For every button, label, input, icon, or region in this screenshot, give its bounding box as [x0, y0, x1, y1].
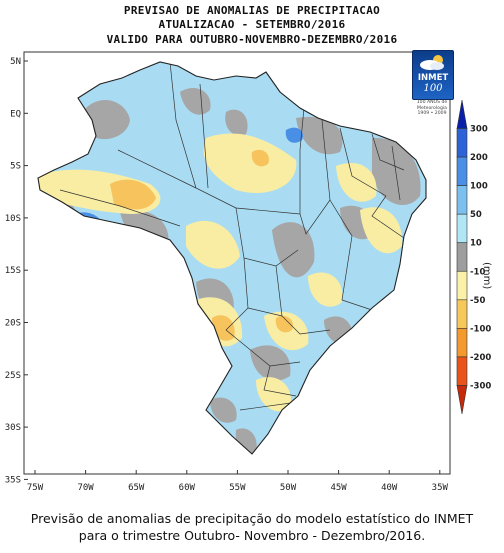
- colorbar-swatch: [456, 156, 468, 186]
- inmet-logo: INMET 100: [412, 50, 454, 100]
- colorbar-swatch: [456, 356, 468, 386]
- strongly-below-normal-area: [251, 149, 269, 167]
- lat-tick-label: 5S: [10, 162, 21, 172]
- colorbar-swatch: [456, 128, 468, 158]
- colorbar-label: 50: [470, 210, 482, 220]
- lat-tick-label: 20S: [5, 319, 21, 329]
- lon-tick-label: 45W: [330, 483, 347, 493]
- logo-number: 100: [423, 83, 443, 94]
- below-normal-area: [360, 207, 403, 254]
- colorbar-swatch: [456, 270, 468, 301]
- lon-tick-label: 75W: [27, 483, 44, 493]
- logo-subtitle-line: 100 ANOS de: [416, 100, 448, 105]
- colorbar: 300 200 100 50 10 -10 -50 -100 -200 -300: [456, 99, 491, 415]
- lon-tick-label: 70W: [77, 483, 94, 493]
- lat-tick-label: 10S: [5, 214, 21, 224]
- near-normal-area: [225, 109, 248, 136]
- colorbar-swatch: [456, 385, 468, 415]
- lat-tick-label: 25S: [5, 371, 21, 381]
- colorbar-unit: (mm): [481, 262, 492, 289]
- below-normal-area: [308, 272, 343, 307]
- strongly-below-normal-area: [275, 315, 293, 333]
- lat-tick-label: 35S: [5, 475, 21, 485]
- colorbar-label: -10: [470, 267, 485, 277]
- latitude-axis: 5N EQ 5S 10S 15S 20S 25S 30S 35S: [5, 57, 28, 485]
- logo-subtitle: 100 ANOS de Meteorologia 1909 • 2009: [404, 100, 460, 117]
- logo-name: INMET: [417, 73, 449, 83]
- colorbar-label: -50: [470, 296, 485, 306]
- strongly-above-normal-area: [285, 127, 303, 143]
- lon-tick-label: 50W: [280, 483, 297, 493]
- lat-tick-label: 5N: [10, 57, 21, 67]
- below-normal-area: [336, 162, 377, 202]
- colorbar-label: 300: [470, 125, 488, 135]
- colorbar-swatch: [456, 242, 468, 272]
- logo-subtitle-line: 1909 • 2009: [417, 111, 447, 117]
- near-normal-area: [180, 88, 211, 115]
- colorbar-label: -100: [470, 324, 491, 334]
- colorbar-label: 200: [470, 153, 488, 163]
- caption-line-2: para o trimestre Outubro- Novembro - Dez…: [78, 528, 426, 543]
- map-title-line-2: ATUALIZACAO - SETEMBRO/2016: [158, 18, 346, 31]
- colorbar-swatch: [456, 328, 468, 358]
- colorbar-label: 100: [470, 182, 488, 192]
- lat-tick-label: EQ: [10, 109, 21, 119]
- near-normal-area: [272, 222, 315, 278]
- logo-subtitle-line: Meteorologia: [417, 105, 447, 111]
- lat-tick-label: 15S: [5, 266, 21, 276]
- colorbar-label: 10: [470, 239, 482, 249]
- lon-tick-label: 60W: [179, 483, 196, 493]
- forecast-map: 5N EQ 5S 10S 15S 20S 25S 30S 35S 75W 70W 65W 60W 55W…: [5, 51, 492, 493]
- near-normal-area: [372, 137, 421, 206]
- strongly-below-normal-area: [212, 315, 235, 341]
- near-normal-area: [296, 116, 343, 155]
- colorbar-swatch: [456, 299, 468, 329]
- colorbar-swatch: [456, 185, 468, 215]
- near-normal-area: [250, 345, 291, 381]
- colorbar-swatch: [456, 213, 468, 244]
- lon-tick-label: 40W: [381, 483, 398, 493]
- cloud-sun-icon: [420, 55, 444, 70]
- colorbar-label: -200: [470, 353, 491, 363]
- map-title-line-3: VALIDO PARA OUTUBRO-NOVEMBRO-DEZEMBRO/20…: [106, 33, 398, 46]
- map-title-line-1: PREVISAO DE ANOMALIAS DE PRECIPITACAO: [123, 4, 381, 17]
- near-normal-area: [84, 99, 130, 140]
- lon-tick-label: 65W: [128, 483, 145, 493]
- longitude-axis: 75W 70W 65W 60W 55W 50W 45W 40W 35W: [27, 470, 449, 493]
- near-normal-area: [210, 397, 237, 423]
- below-normal-area: [203, 133, 297, 194]
- colorbar-label: -300: [470, 381, 491, 391]
- lon-tick-label: 55W: [229, 483, 246, 493]
- caption-line-1: Previsão de anomalias de precipitação do…: [30, 511, 474, 526]
- lon-tick-label: 35W: [432, 483, 449, 493]
- strongly-below-normal-area: [110, 179, 156, 210]
- lat-tick-label: 30S: [5, 423, 21, 433]
- below-normal-area: [186, 220, 240, 269]
- state-boundaries: [59, 62, 405, 411]
